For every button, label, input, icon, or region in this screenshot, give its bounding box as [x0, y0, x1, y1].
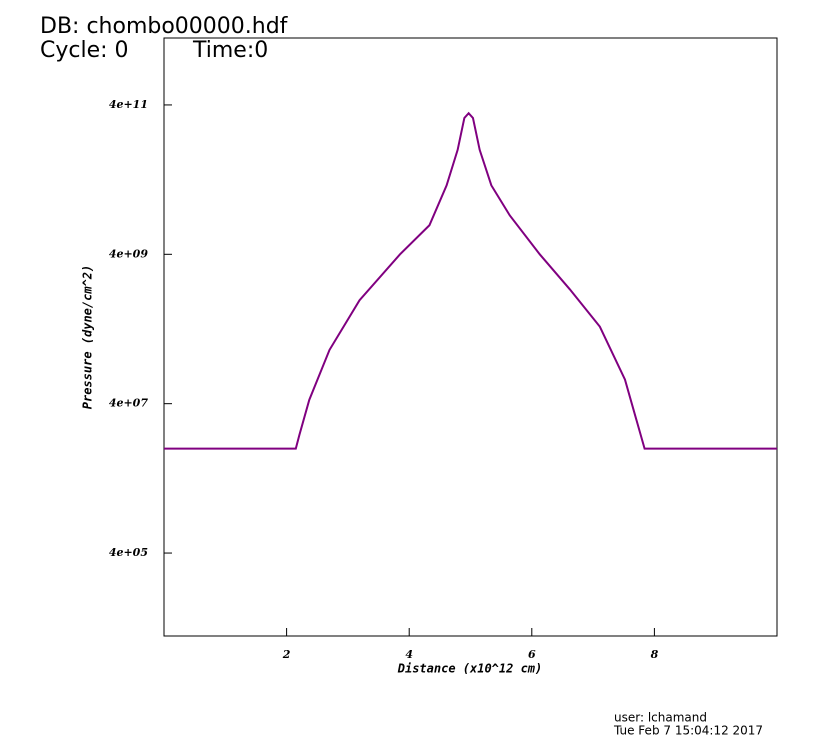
date-label: Tue Feb 7 15:04:12 2017 [613, 724, 763, 738]
user-label: user: lchamand [614, 711, 707, 725]
y-tick-label: 4e+09 [109, 247, 149, 260]
x-tick-label: 4 [405, 648, 413, 661]
cycle-label: Cycle: 0 [40, 38, 129, 63]
plot-frame [163, 37, 778, 637]
x-tick-label: 6 [528, 648, 536, 661]
y-tick-label: 4e+07 [109, 397, 149, 410]
data-line [164, 111, 777, 450]
db-label: DB: chombo00000.hdf [40, 14, 289, 39]
x-tick-label: 8 [651, 648, 659, 661]
x-tick-label: 2 [282, 648, 291, 661]
time-label: Time:0 [192, 38, 268, 63]
x-axis-label: Distance (x10^12 cm) [397, 662, 543, 676]
y-tick-label: 4e+05 [109, 546, 148, 559]
y-axis-label: Pressure (dyne/cm^2) [81, 265, 95, 410]
y-tick-label: 4e+11 [109, 98, 148, 111]
